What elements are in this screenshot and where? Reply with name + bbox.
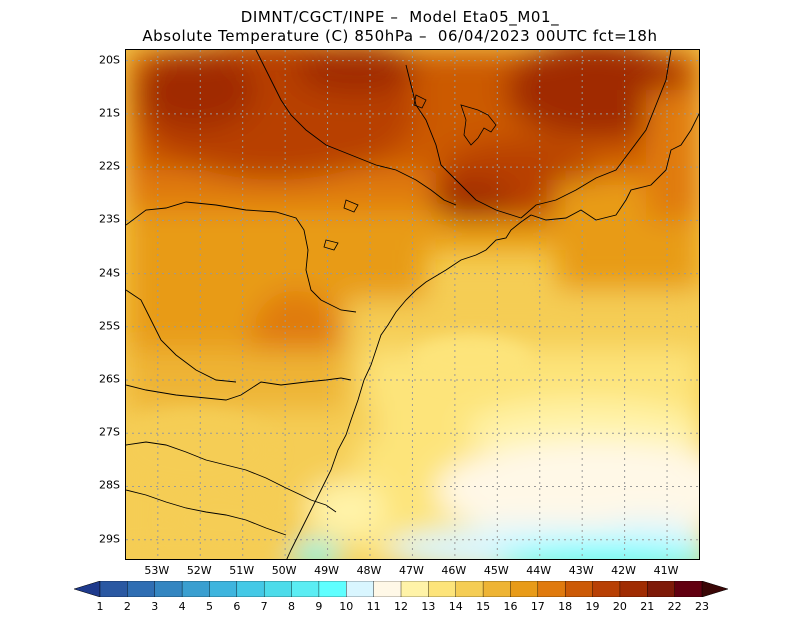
colorbar-swatch: [592, 581, 621, 597]
colorbar-label: 10: [339, 600, 354, 613]
colorbar-swatch: [400, 581, 430, 597]
lat-label: 26S: [99, 372, 120, 386]
border-sc-rs: [126, 441, 337, 513]
colorbar-swatch: [99, 581, 129, 597]
colorbar-swatch: [318, 581, 347, 597]
colorbar-swatch: [674, 581, 703, 597]
colorbar-label: 9: [315, 600, 323, 613]
colorbar-label: 21: [640, 600, 655, 613]
colorbar-label: 17: [530, 600, 545, 613]
lat-label: 21S: [99, 106, 120, 120]
border-mg-rj: [520, 50, 672, 219]
border-misc: [126, 489, 287, 536]
colorbar-label: 18: [558, 600, 573, 613]
colorbar-end-left: [74, 581, 101, 597]
colorbar-swatch: [181, 581, 211, 597]
lon-label: 48W: [356, 564, 382, 577]
border-mg-sp: [255, 50, 457, 206]
lon-label: 45W: [483, 564, 509, 577]
lon-label: 41W: [653, 564, 679, 577]
lat-label: 27S: [99, 425, 120, 439]
colorbar-label: 16: [503, 600, 518, 613]
colorbar-swatch: [564, 581, 594, 597]
lon-label: 50W: [271, 564, 297, 577]
colorbar-swatch: [127, 581, 156, 597]
colorbar-swatch: [647, 581, 676, 597]
lat-label: 20S: [99, 53, 120, 67]
lon-label: 42W: [611, 564, 637, 577]
colorbar-label: 8: [288, 600, 296, 613]
colorbar-swatch: [154, 581, 183, 597]
lon-label: 51W: [229, 564, 255, 577]
title-line-1: DIMNT/CGCT/INPE – Model Eta05_M01_: [240, 8, 560, 26]
colorbar-label: 13: [421, 600, 436, 613]
colorbar-swatch: [455, 581, 484, 597]
colorbar-label: 6: [233, 600, 241, 613]
lon-label: 43W: [568, 564, 594, 577]
border-ms-pr: [126, 201, 357, 313]
colorbar-label: 5: [205, 600, 213, 613]
lon-label: 53W: [144, 564, 170, 577]
lat-label: 23S: [99, 212, 120, 226]
lat-label: 28S: [99, 478, 120, 492]
colorbar-swatch: [291, 581, 320, 597]
coastline: [286, 112, 699, 559]
colorbar-swatch: [537, 581, 566, 597]
colorbar-label: 7: [260, 600, 268, 613]
boundaries: [126, 50, 699, 559]
colorbar-label: 3: [151, 600, 159, 613]
lat-label: 29S: [99, 532, 120, 546]
colorbar-swatch: [482, 581, 512, 597]
colorbar-label: 23: [695, 600, 709, 613]
graticule: [126, 50, 699, 559]
lon-label: 44W: [526, 564, 552, 577]
colorbar-swatch: [619, 581, 648, 597]
colorbar-label: 22: [667, 600, 682, 613]
border-sp-rj: [405, 64, 522, 219]
colorbar-swatch: [510, 581, 539, 597]
temperature-detail: [126, 335, 531, 550]
colorbar-label: 15: [476, 600, 491, 613]
colorbar-label: 1: [96, 600, 104, 613]
map-canvas: [126, 50, 699, 559]
lat-label: 22S: [99, 159, 120, 173]
colorbar: [74, 581, 728, 597]
colorbar-end-right: [701, 581, 728, 597]
lat-label: 25S: [99, 319, 120, 333]
colorbar-swatch: [236, 581, 265, 597]
reservoirs: [323, 94, 497, 251]
title-line-2: Absolute Temperature (C) 850hPa – 06/04/…: [142, 27, 658, 45]
colorbar-label: 4: [178, 600, 186, 613]
colorbar-label: 11: [366, 600, 381, 613]
colorbar-swatch: [346, 581, 375, 597]
colorbar-label: 12: [394, 600, 408, 613]
colorbar-label: 2: [123, 600, 131, 613]
colorbar-swatch: [373, 581, 402, 597]
colorbar-label: 14: [448, 600, 463, 613]
colorbar-swatch: [428, 581, 457, 597]
lon-label: 46W: [441, 564, 467, 577]
colorbar-label: 20: [612, 600, 627, 613]
colorbar-swatch: [263, 581, 293, 597]
lat-label: 24S: [99, 266, 120, 280]
lon-label: 49W: [314, 564, 339, 577]
border-west: [126, 289, 237, 383]
temperature-map[interactable]: [125, 49, 700, 560]
colorbar-label: 19: [585, 600, 600, 613]
lon-label: 52W: [186, 564, 212, 577]
lon-label: 47W: [399, 564, 424, 577]
colorbar-swatch: [209, 581, 238, 597]
border-pr-sc: [126, 377, 352, 401]
